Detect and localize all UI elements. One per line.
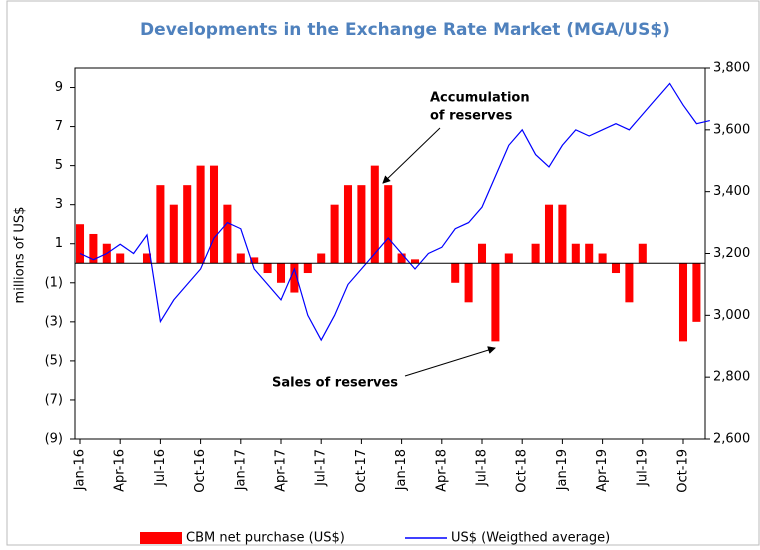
bar: [531, 243, 540, 264]
y-axis-label: millions of US$: [13, 207, 28, 304]
y2-tick-label: 2,800: [713, 370, 750, 385]
y-tick-label: 7: [55, 119, 63, 134]
y2-tick-label: 3,000: [713, 308, 750, 323]
y-tick-label: 1: [55, 236, 63, 251]
bar: [209, 165, 219, 264]
bar: [290, 263, 299, 293]
bar: [585, 243, 594, 264]
bar: [558, 204, 567, 264]
chart-title: Developments in the Exchange Rate Market…: [140, 20, 670, 40]
bar: [317, 253, 326, 264]
bar: [638, 243, 647, 264]
x-tick-label: Oct-18: [515, 449, 530, 493]
bar: [303, 263, 312, 274]
y2-tick-label: 3,400: [713, 184, 750, 199]
x-tick-label: Oct-16: [193, 449, 208, 493]
x-tick-label: Apr-19: [595, 449, 610, 492]
bar: [464, 263, 473, 303]
y-tick-label: (9): [45, 432, 63, 447]
x-tick-label: Jul-16: [153, 449, 168, 487]
bar: [183, 185, 192, 264]
bar: [384, 185, 393, 264]
bar: [223, 204, 232, 264]
bar: [196, 165, 205, 264]
x-tick-label: Apr-16: [113, 449, 128, 492]
bar: [491, 263, 500, 342]
y-tick-label: (7): [45, 392, 63, 407]
annotation-arrow: [382, 127, 441, 184]
x-tick-label: Oct-19: [676, 449, 691, 493]
y-tick-label: (3): [45, 314, 63, 329]
bar: [236, 253, 245, 264]
annotation-arrow: [404, 346, 496, 377]
bar: [276, 263, 286, 283]
legend-swatch: [140, 532, 182, 544]
bar: [451, 263, 460, 283]
bar: [598, 253, 607, 264]
x-tick-label: Jan-16: [73, 449, 88, 491]
bar: [156, 185, 165, 264]
legend-label: US$ (Weigthed average): [451, 531, 610, 546]
bar: [169, 204, 178, 264]
bar: [692, 263, 701, 322]
x-tick-label: Jan-17: [233, 449, 248, 491]
annotation: Accumulation: [430, 91, 530, 106]
y2-tick-label: 2,600: [713, 432, 750, 447]
y2-tick-label: 3,200: [713, 246, 750, 261]
bar: [75, 224, 85, 264]
frame: [6, 0, 760, 546]
bar: [410, 259, 420, 264]
bar: [330, 204, 339, 264]
bar: [357, 185, 366, 264]
y-tick-label: 3: [55, 197, 63, 212]
bar: [89, 233, 98, 264]
bar: [250, 257, 259, 264]
y2-tick-label: 3,600: [713, 122, 750, 137]
annotation: of reserves: [430, 109, 513, 124]
bar: [611, 263, 621, 274]
x-tick-label: Apr-17: [274, 449, 289, 492]
legend-label: CBM net purchase (US$): [186, 531, 345, 546]
bar: [477, 243, 487, 264]
annotation: Sales of reserves: [272, 376, 398, 391]
x-tick-label: Oct-17: [354, 449, 369, 493]
bar: [504, 253, 513, 264]
bar: [397, 253, 406, 264]
bar: [571, 243, 580, 264]
bar: [625, 263, 634, 303]
x-tick-label: Apr-18: [434, 449, 449, 492]
y-tick-label: 9: [55, 80, 63, 95]
line-series: [79, 82, 710, 342]
y-tick-label: 5: [55, 158, 63, 173]
x-tick-label: Jul-18: [475, 449, 490, 487]
bar: [116, 253, 125, 264]
x-tick-label: Jan-18: [394, 449, 409, 491]
bar: [142, 253, 152, 264]
bar: [370, 165, 379, 264]
bar: [343, 185, 353, 264]
y2-tick-label: 3,800: [713, 61, 750, 76]
x-tick-label: Jan-19: [555, 449, 570, 491]
y-tick-label: (1): [45, 275, 63, 290]
bar: [544, 204, 554, 264]
x-tick-label: Jul-19: [635, 449, 650, 487]
bar: [263, 263, 272, 274]
x-tick-label: Jul-17: [314, 449, 329, 487]
bar: [678, 263, 688, 342]
y-tick-label: (5): [45, 353, 63, 368]
